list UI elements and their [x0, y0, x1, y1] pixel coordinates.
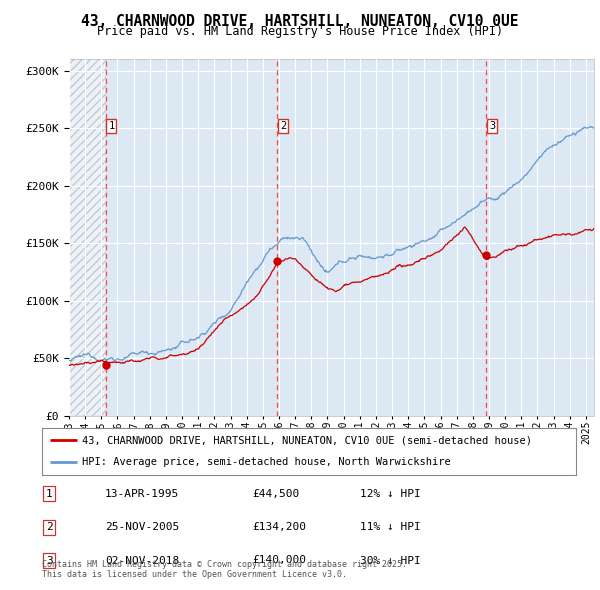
Text: 1: 1	[108, 121, 115, 131]
Text: 43, CHARNWOOD DRIVE, HARTSHILL, NUNEATON, CV10 0UE (semi-detached house): 43, CHARNWOOD DRIVE, HARTSHILL, NUNEATON…	[82, 435, 532, 445]
Bar	[69, 59, 106, 416]
Text: 1: 1	[46, 489, 53, 499]
Text: 25-NOV-2005: 25-NOV-2005	[105, 523, 179, 532]
Text: 3: 3	[489, 121, 495, 131]
Text: Price paid vs. HM Land Registry's House Price Index (HPI): Price paid vs. HM Land Registry's House …	[97, 25, 503, 38]
Text: 30% ↓ HPI: 30% ↓ HPI	[360, 556, 421, 565]
Text: 13-APR-1995: 13-APR-1995	[105, 489, 179, 499]
Text: £134,200: £134,200	[252, 523, 306, 532]
Text: 2: 2	[46, 523, 53, 532]
Text: £140,000: £140,000	[252, 556, 306, 565]
Text: 2: 2	[280, 121, 286, 131]
Text: 02-NOV-2018: 02-NOV-2018	[105, 556, 179, 565]
Text: HPI: Average price, semi-detached house, North Warwickshire: HPI: Average price, semi-detached house,…	[82, 457, 451, 467]
Text: 12% ↓ HPI: 12% ↓ HPI	[360, 489, 421, 499]
Text: 3: 3	[46, 556, 53, 565]
Text: 43, CHARNWOOD DRIVE, HARTSHILL, NUNEATON, CV10 0UE: 43, CHARNWOOD DRIVE, HARTSHILL, NUNEATON…	[81, 14, 519, 29]
Text: £44,500: £44,500	[252, 489, 299, 499]
Text: Contains HM Land Registry data © Crown copyright and database right 2025.
This d: Contains HM Land Registry data © Crown c…	[42, 560, 407, 579]
Text: 11% ↓ HPI: 11% ↓ HPI	[360, 523, 421, 532]
